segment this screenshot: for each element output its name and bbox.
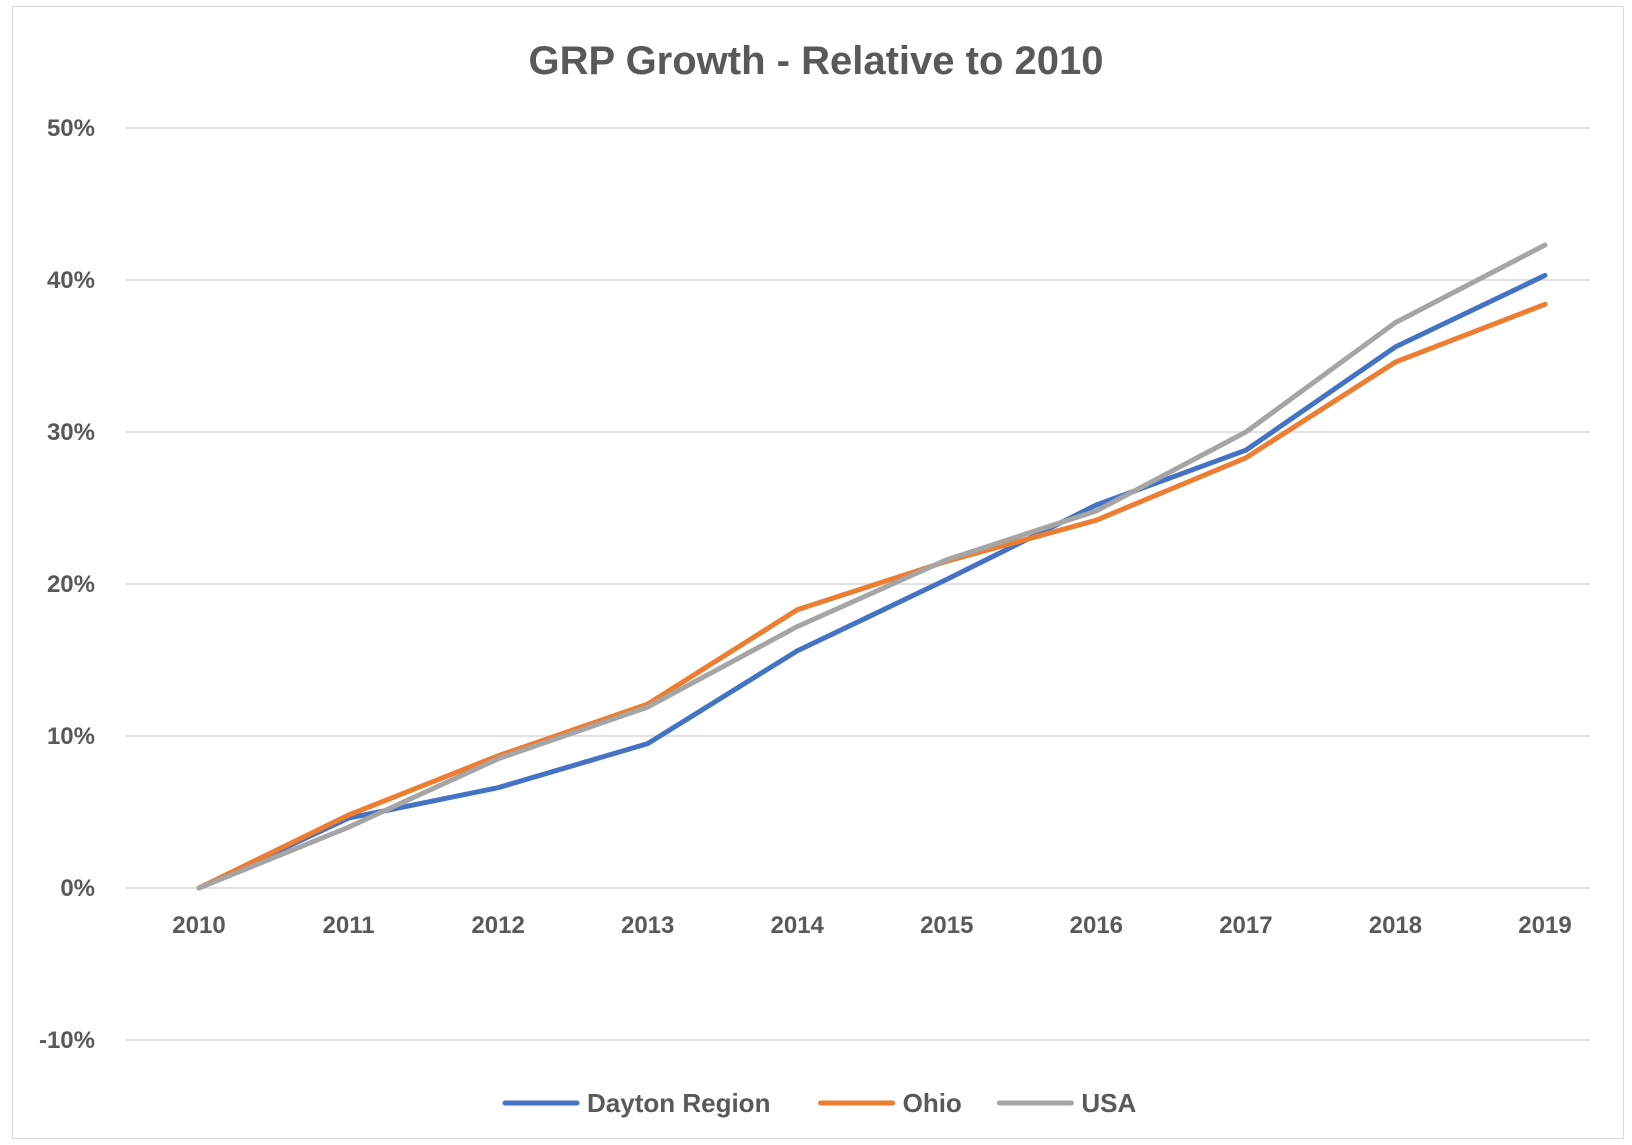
series-line-ohio xyxy=(196,301,1548,891)
y-tick-label: 10% xyxy=(47,723,95,750)
chart-frame xyxy=(12,6,1624,1139)
x-tick-label: 2016 xyxy=(1070,912,1123,939)
series-line-dayton-region xyxy=(196,272,1548,891)
x-axis-tick-labels: 2010 2011 2012 2013 2014 2015 2016 2017 2018 2019 xyxy=(172,912,1571,939)
x-tick-label: 2018 xyxy=(1369,912,1422,939)
y-tick-label: -10% xyxy=(39,1027,95,1054)
y-tick-label: 20% xyxy=(47,571,95,598)
y-tick-label: 50% xyxy=(47,115,95,142)
legend[interactable]: Dayton Region Ohio USA xyxy=(502,1088,1137,1118)
y-tick-label: 30% xyxy=(47,419,95,446)
x-tick-label: 2011 xyxy=(323,912,375,939)
series-line-usa xyxy=(196,242,1548,891)
legend-item-ohio[interactable]: Ohio xyxy=(818,1088,962,1118)
x-tick-label: 2012 xyxy=(471,912,524,939)
legend-item-dayton-region[interactable]: Dayton Region xyxy=(502,1088,770,1118)
y-tick-label: 40% xyxy=(47,267,95,294)
x-tick-label: 2014 xyxy=(771,912,825,939)
gridlines xyxy=(125,127,1590,1041)
x-tick-label: 2015 xyxy=(920,912,973,939)
y-tick-label: 0% xyxy=(60,875,95,902)
legend-label: Dayton Region xyxy=(587,1088,770,1118)
x-tick-label: 2019 xyxy=(1518,912,1571,939)
x-tick-label: 2010 xyxy=(172,912,225,939)
legend-label: Ohio xyxy=(903,1088,962,1118)
legend-item-usa[interactable]: USA xyxy=(996,1088,1137,1118)
y-axis-tick-labels: 50% 40% 30% 20% 10% 0% -10% xyxy=(39,115,95,1054)
x-tick-label: 2013 xyxy=(621,912,674,939)
series-lines xyxy=(196,242,1548,891)
chart-title: GRP Growth - Relative to 2010 xyxy=(529,39,1104,83)
legend-label: USA xyxy=(1081,1088,1136,1118)
x-tick-label: 2017 xyxy=(1219,912,1272,939)
